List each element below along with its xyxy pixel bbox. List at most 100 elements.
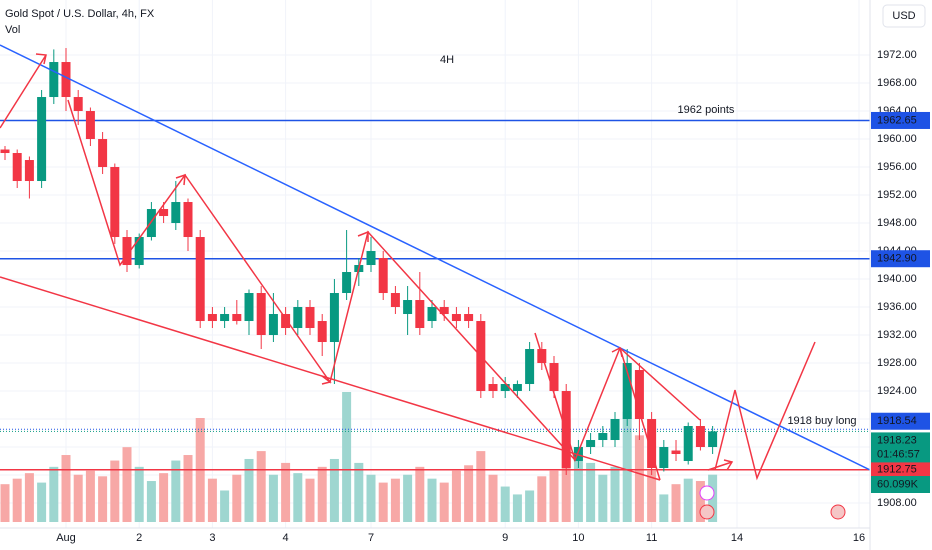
x-tick-label: 4 bbox=[283, 532, 289, 544]
volume-bar bbox=[329, 458, 339, 522]
candle-body bbox=[366, 251, 376, 266]
volume-bar bbox=[207, 478, 217, 522]
candle-body bbox=[73, 97, 83, 112]
price-label-box bbox=[871, 250, 930, 268]
candle-body bbox=[268, 314, 278, 336]
candle-body bbox=[98, 139, 108, 168]
countdown-label: 01:46:57 bbox=[877, 448, 920, 460]
arrow bbox=[707, 461, 733, 471]
volume-label: 60.099K bbox=[877, 478, 919, 490]
projection-path bbox=[714, 341, 816, 481]
candle-body bbox=[207, 314, 217, 322]
volume-bar bbox=[305, 478, 315, 522]
arrow-path bbox=[619, 347, 661, 481]
candle-body bbox=[671, 450, 681, 455]
candle-body bbox=[403, 300, 413, 315]
x-tick-label: Aug bbox=[56, 532, 76, 544]
volume-layer bbox=[0, 392, 718, 522]
volume-bar bbox=[268, 474, 278, 522]
candle-body bbox=[232, 314, 242, 322]
volume-bar bbox=[403, 474, 413, 522]
volume-bar bbox=[24, 473, 34, 522]
volume-bar bbox=[256, 451, 266, 522]
drawings bbox=[0, 44, 870, 481]
x-tick-label: 10 bbox=[572, 532, 584, 544]
price-label-box bbox=[871, 412, 930, 430]
candle-body bbox=[512, 384, 522, 392]
price-label: 1918.54 bbox=[877, 415, 917, 427]
volume-bar bbox=[171, 460, 181, 522]
event-icon[interactable] bbox=[699, 485, 715, 501]
volume-bar bbox=[12, 478, 22, 522]
volume-bar bbox=[586, 462, 596, 522]
volume-bar bbox=[622, 411, 632, 522]
volume-bar bbox=[98, 476, 108, 522]
candle-body bbox=[293, 307, 303, 329]
x-tick-label: 7 bbox=[368, 532, 374, 544]
y-tick-label: 1952.00 bbox=[877, 189, 917, 201]
candle-body bbox=[439, 307, 449, 315]
candle-body bbox=[146, 209, 156, 238]
price-label: 1962.65 bbox=[877, 114, 917, 126]
volume-bar bbox=[134, 466, 144, 522]
volume-bar bbox=[293, 473, 303, 522]
arrow-head bbox=[35, 53, 47, 65]
annotation: 1918 buy long bbox=[787, 415, 856, 427]
volume-bar bbox=[610, 466, 620, 522]
arrow-head bbox=[175, 173, 186, 186]
volume-bar bbox=[647, 470, 657, 522]
volume-bar bbox=[183, 455, 193, 522]
volume-bar bbox=[342, 392, 352, 522]
volume-bar bbox=[512, 494, 522, 522]
candle-body bbox=[305, 307, 315, 329]
volume-bar bbox=[220, 490, 230, 522]
x-tick-label: 11 bbox=[646, 532, 657, 544]
y-tick-label: 1908.00 bbox=[877, 497, 917, 509]
candle-body bbox=[500, 384, 510, 392]
symbol-title: Gold Spot / U.S. Dollar, 4h, FX bbox=[5, 8, 155, 20]
x-tick-label: 2 bbox=[136, 532, 142, 544]
event-icon[interactable] bbox=[699, 504, 715, 520]
volume-bar bbox=[159, 473, 169, 522]
volume-bar bbox=[110, 460, 120, 522]
event-icon[interactable] bbox=[830, 504, 846, 520]
candle-body bbox=[12, 153, 22, 182]
candle-body bbox=[329, 293, 339, 343]
candle-body bbox=[598, 433, 608, 441]
y-tick-label: 1972.00 bbox=[877, 49, 917, 61]
trend-line bbox=[0, 276, 661, 481]
price-lines bbox=[0, 119, 870, 471]
volume-bar bbox=[37, 482, 47, 522]
annotation: 1962 points bbox=[678, 104, 735, 116]
volume-bar bbox=[464, 465, 474, 522]
volume-bar bbox=[122, 447, 132, 522]
y-tick-label: 1936.00 bbox=[877, 301, 917, 313]
volume-bar bbox=[488, 474, 498, 522]
candle-body bbox=[24, 160, 34, 182]
candle-body bbox=[61, 62, 71, 98]
candle-body bbox=[561, 391, 571, 469]
candle-body bbox=[220, 314, 230, 322]
y-tick-label: 1960.00 bbox=[877, 133, 917, 145]
volume-bar bbox=[476, 451, 486, 522]
candle-body bbox=[622, 363, 632, 420]
candle-body bbox=[708, 431, 718, 448]
price-label: 1912.75 bbox=[877, 464, 917, 476]
arrow-path bbox=[534, 332, 701, 463]
y-tick-label: 1924.00 bbox=[877, 385, 917, 397]
currency-button[interactable] bbox=[882, 4, 926, 28]
candle-body bbox=[122, 237, 132, 266]
volume-bar bbox=[598, 474, 608, 522]
volume-bar bbox=[525, 490, 535, 522]
y-tick-label: 1928.00 bbox=[877, 357, 917, 369]
annotation: 4H bbox=[440, 54, 454, 66]
candle-body bbox=[464, 314, 474, 322]
candle-body bbox=[610, 419, 620, 441]
y-tick-label: 1940.00 bbox=[877, 273, 917, 285]
volume-bar bbox=[439, 482, 449, 522]
current-price-box bbox=[871, 432, 930, 463]
candle-body bbox=[451, 314, 461, 322]
candle-body bbox=[488, 384, 498, 392]
candle-layer bbox=[0, 48, 718, 476]
